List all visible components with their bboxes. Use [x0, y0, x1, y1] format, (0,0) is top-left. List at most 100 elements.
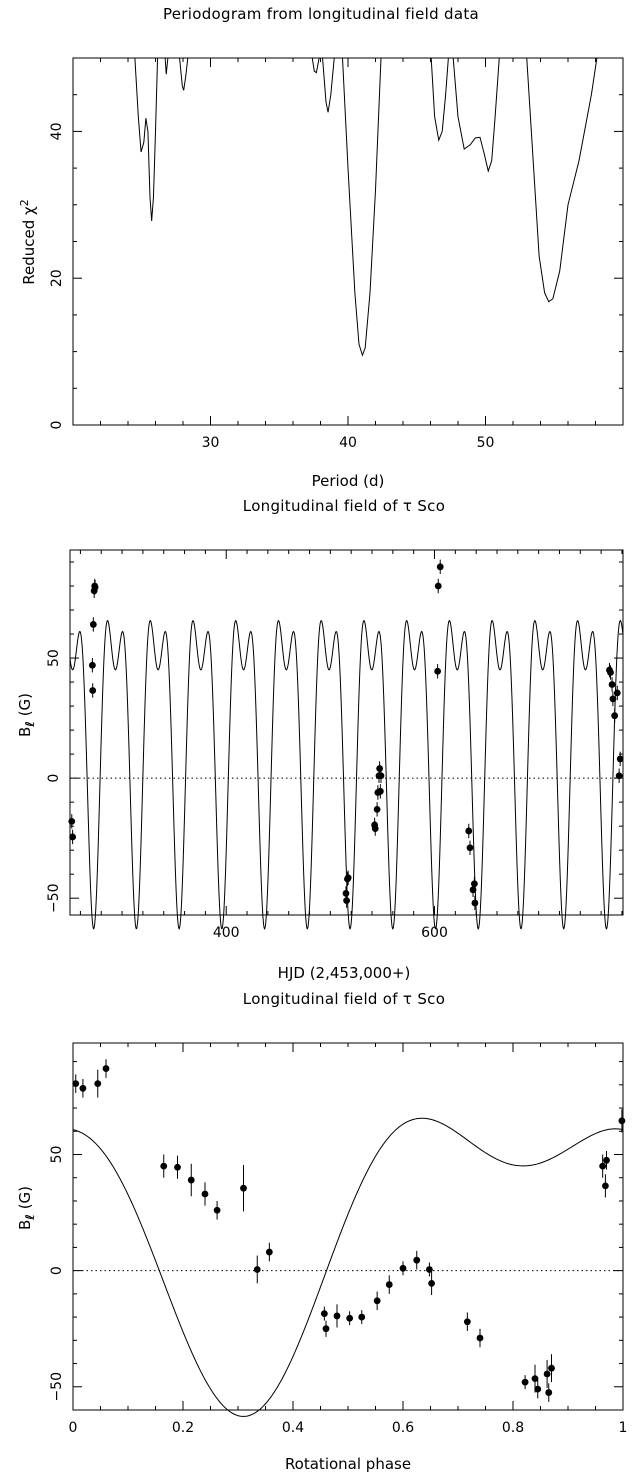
phase-curve-data-point — [545, 1389, 553, 1396]
time-series-data-point — [344, 874, 352, 882]
periodogram-title: Periodogram from longitudinal field data — [163, 5, 479, 23]
phase-curve-data-point — [373, 1297, 381, 1305]
phase-curve-data-point — [333, 1312, 341, 1320]
time-series-y-tick-label: 0 — [46, 774, 62, 783]
periodogram-ticks — [72, 57, 624, 426]
phase-curve-ticks — [72, 1043, 624, 1411]
phase-curve-x-tick-label: 0.2 — [172, 1420, 194, 1436]
phase-curve-y-axis-label: Bℓ (G) — [16, 1186, 37, 1230]
time-series-data-point — [609, 695, 617, 703]
time-series-x-tick-label: 400 — [213, 925, 240, 941]
phase-curve-data-point — [618, 1117, 626, 1125]
phase-curve-data-point — [253, 1266, 261, 1273]
phase-curve-data-point — [213, 1206, 221, 1214]
time-series-y-tick-label: −50 — [46, 883, 62, 913]
phase-curve-y-axis-label-unit: (G) — [16, 1186, 34, 1214]
time-series-data-point — [607, 669, 614, 676]
phase-curve-data-point — [531, 1375, 539, 1383]
time-series-data-point — [434, 667, 442, 675]
phase-curve-x-tick-label: 0.4 — [282, 1420, 304, 1436]
periodogram-curve — [134, 57, 598, 357]
time-series-ticks — [70, 550, 623, 915]
phase-curve-data-point — [428, 1280, 435, 1287]
phase-curve-data-point — [320, 1310, 328, 1318]
time-series-plot-frame — [69, 549, 624, 916]
time-series-data-point — [469, 886, 477, 894]
time-series-y-axis-label-main: B — [16, 727, 34, 737]
periodogram-x-tick-label: 30 — [202, 435, 220, 451]
time-series-data-point — [470, 880, 478, 888]
phase-curve-y-tick-label: 0 — [49, 1266, 65, 1275]
time-series-data-point — [608, 681, 616, 688]
time-series-data-point — [68, 817, 76, 825]
time-series-data-point — [377, 772, 385, 780]
phase-curve-points — [72, 1059, 626, 1402]
time-series-data-point — [89, 687, 97, 694]
periodogram-y-tick-label: 40 — [49, 122, 65, 140]
phase-curve-data-point — [426, 1266, 433, 1273]
phase-curve-y-axis-label-main: B — [16, 1220, 34, 1230]
phase-curve-data-point — [79, 1084, 87, 1092]
time-series-tick-labels: 400 600 −50 0 50 — [46, 649, 448, 941]
phase-curve-data-point — [521, 1378, 529, 1386]
time-series-data-point — [434, 582, 442, 590]
periodogram-y-tick-label: 0 — [49, 421, 65, 430]
phase-curve-data-point — [358, 1313, 366, 1321]
time-series-data-point — [373, 805, 381, 813]
time-series-data-point — [613, 689, 621, 697]
phase-curve-panel: Longitudinal field of τ Sco 0 0.2 0.4 0.6 0.… — [16, 990, 627, 1473]
time-series-x-axis-label: HJD (2,453,000+) — [278, 964, 411, 982]
phase-curve-title: Longitudinal field of τ Sco — [243, 990, 445, 1008]
phase-curve-data-point — [602, 1182, 609, 1190]
periodogram-x-tick-label: 50 — [477, 435, 495, 451]
phase-curve-data-point — [160, 1162, 168, 1170]
periodogram-panel: Periodogram from longitudinal field data… — [18, 5, 624, 490]
phase-curve-data-point — [399, 1264, 407, 1272]
phase-curve-x-tick-label: 0.6 — [392, 1420, 414, 1436]
phase-curve-x-tick-label: 0.8 — [502, 1420, 524, 1436]
phase-curve-data-point — [265, 1248, 273, 1256]
time-series-data-point — [371, 825, 379, 832]
time-series-title: Longitudinal field of τ Sco — [243, 497, 445, 515]
time-series-data-point — [466, 844, 474, 852]
periodogram-y-tick-label: 20 — [49, 269, 65, 287]
time-series-data-point — [615, 772, 623, 780]
periodogram-x-tick-label: 40 — [339, 435, 357, 451]
time-series-points — [68, 559, 624, 911]
phase-curve-data-point — [543, 1370, 551, 1378]
phase-curve-data-point — [187, 1176, 195, 1184]
time-series-data-point — [89, 621, 97, 628]
phase-curve-data-point — [102, 1065, 110, 1072]
periodogram-y-axis-label-text: Reduced χ — [20, 206, 38, 285]
periodogram-y-axis-label-exponent: 2 — [18, 199, 31, 206]
phase-curve-data-point — [346, 1314, 354, 1322]
phase-curve-data-point — [599, 1162, 607, 1170]
time-series-y-axis-label-sub: ℓ — [23, 721, 37, 728]
phase-curve-data-point — [240, 1184, 247, 1192]
phase-curve-x-tick-label: 1 — [619, 1420, 628, 1436]
phase-curve-data-point — [72, 1080, 80, 1088]
phase-curve-data-point — [385, 1281, 393, 1288]
time-series-model-curve — [69, 619, 624, 930]
time-series-panel: Longitudinal field of τ Sco 400 600 −50 0 50… — [16, 497, 624, 982]
time-series-y-axis-label: Bℓ (G) — [16, 693, 37, 737]
phase-curve-data-point — [534, 1385, 542, 1393]
time-series-data-point — [343, 897, 351, 904]
time-series-y-axis-label-unit: (G) — [16, 693, 34, 721]
phase-curve-model-curve — [72, 1117, 624, 1417]
phase-curve-data-point — [603, 1156, 610, 1164]
periodogram-plot-frame — [72, 57, 624, 426]
periodogram-y-axis-label: Reduced χ2 — [18, 199, 38, 284]
periodogram-x-axis-label: Period (d) — [312, 472, 385, 490]
phase-curve-plot-frame — [72, 1042, 624, 1411]
time-series-data-point — [342, 889, 350, 897]
time-series-y-tick-label: 50 — [46, 649, 62, 667]
time-series-data-point — [376, 787, 384, 795]
phase-curve-data-point — [94, 1080, 102, 1088]
time-series-data-point — [69, 833, 77, 841]
phase-curve-data-point — [413, 1256, 421, 1264]
time-series-data-point — [465, 827, 473, 835]
phase-curve-data-point — [463, 1318, 471, 1326]
phase-curve-data-point — [322, 1325, 330, 1333]
